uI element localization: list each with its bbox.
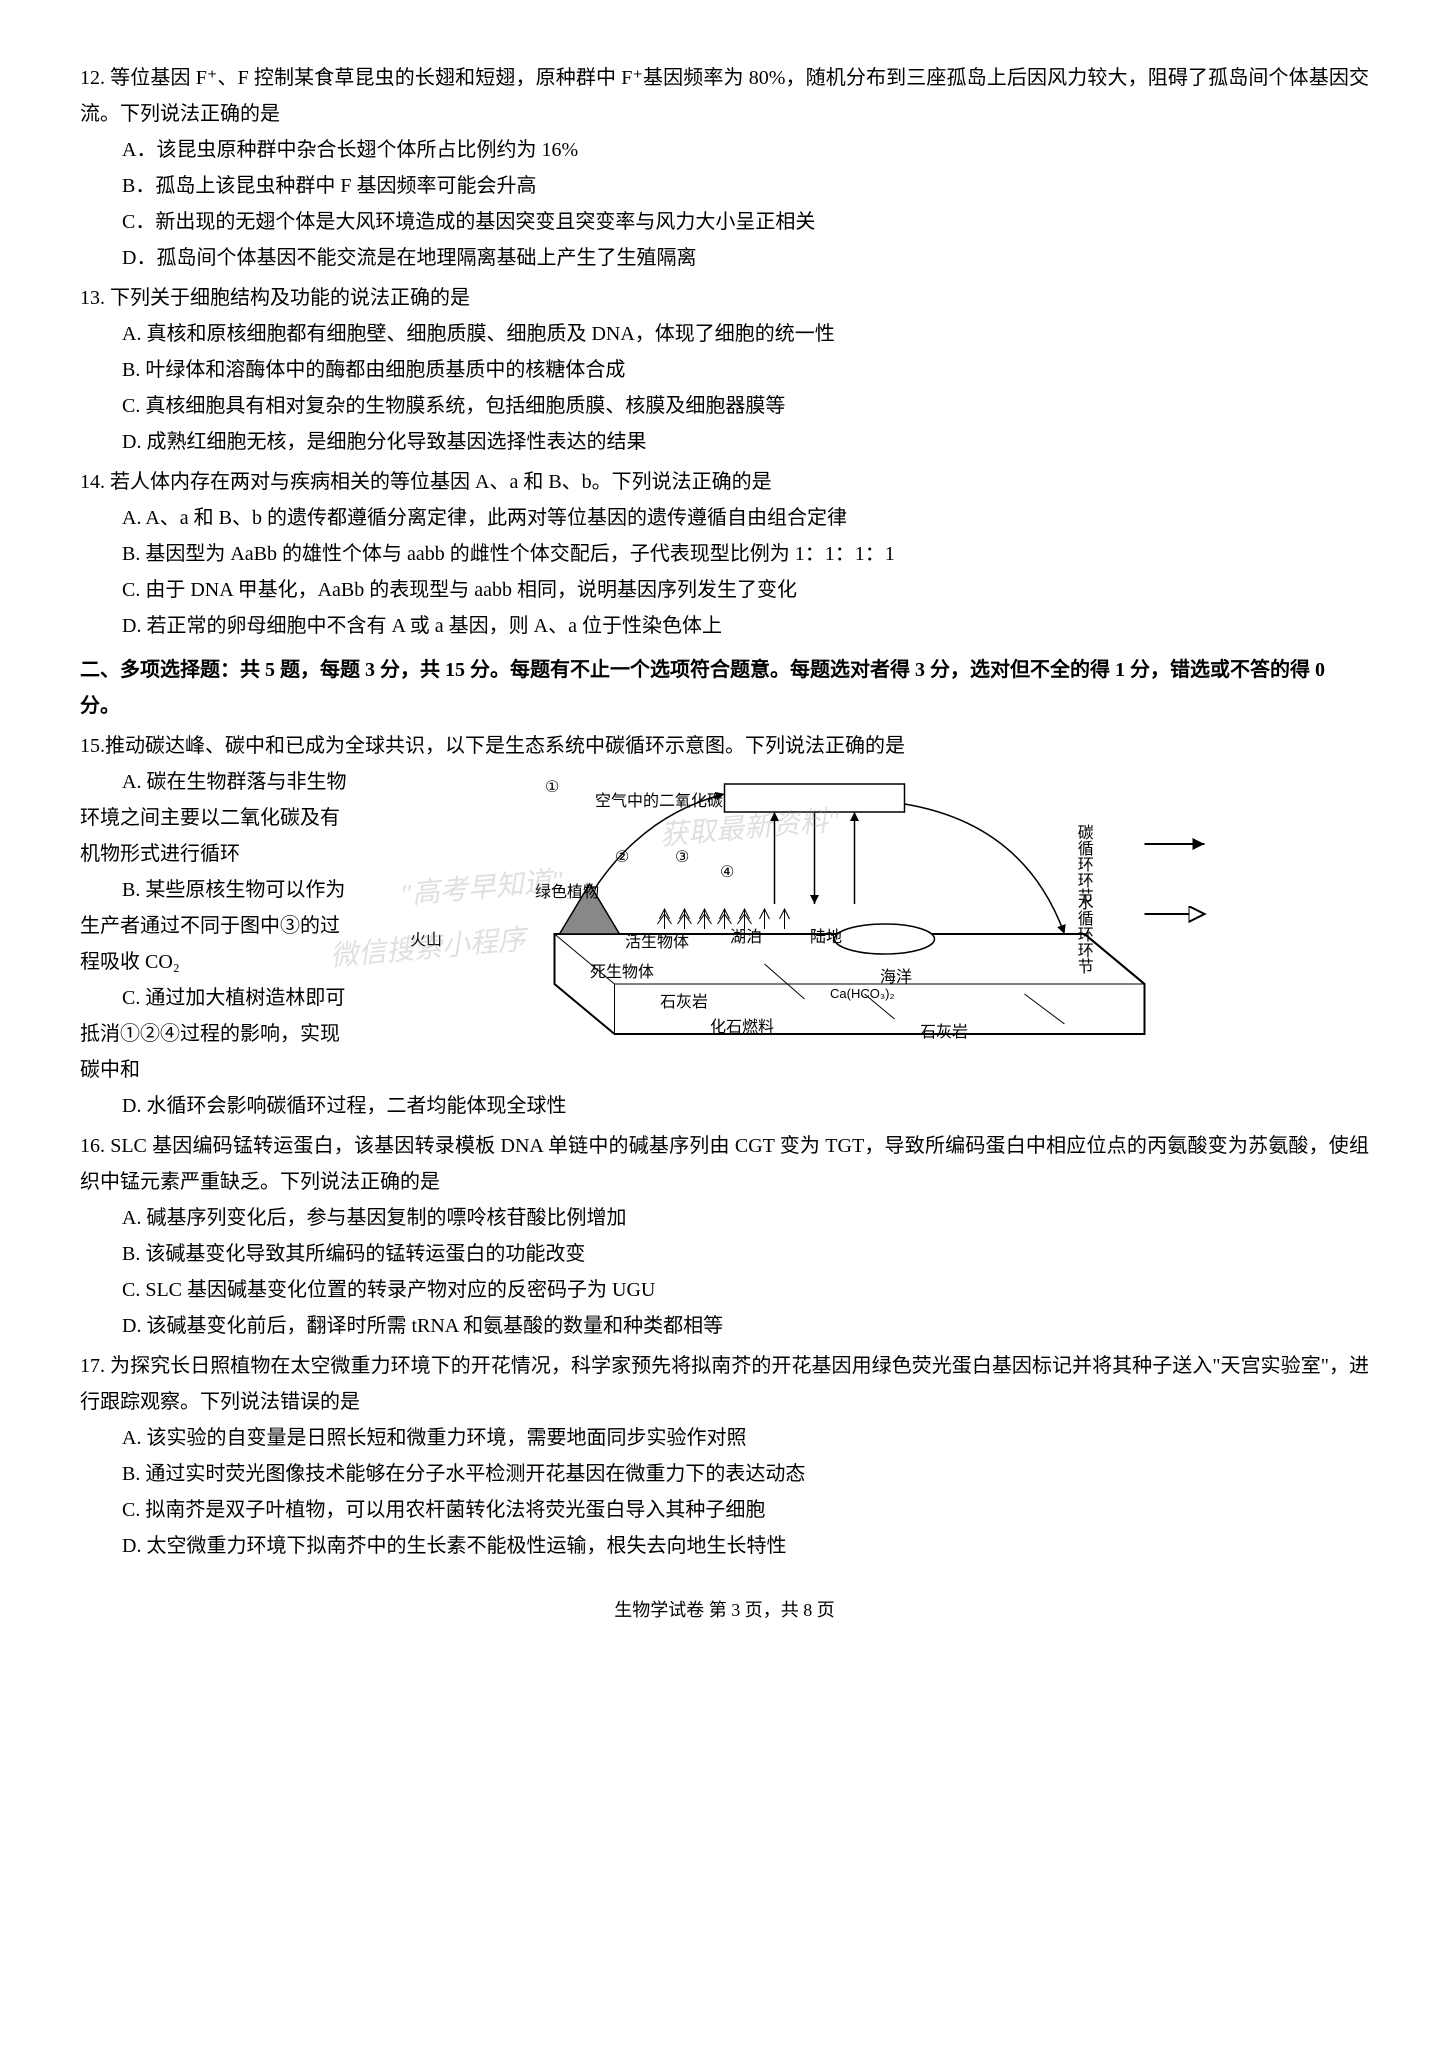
q12-option-c: C．新出现的无翅个体是大风环境造成的基因突变且突变率与风力大小呈正相关 — [80, 204, 1369, 240]
q15-option-b-line3: 程吸收 CO₂ — [80, 944, 360, 980]
q14-option-a: A. A、a 和 B、b 的遗传都遵循分离定律，此两对等位基因的遗传遵循自由组合… — [80, 500, 1369, 536]
q15-option-d: D. 水循环会影响碳循环过程，二者均能体现全球性 — [80, 1088, 1369, 1124]
q15-option-b-line1: B. 某些原核生物可以作为 — [80, 872, 360, 908]
q17-option-d: D. 太空微重力环境下拟南芥中的生长素不能极性运输，根失去向地生长特性 — [80, 1528, 1369, 1564]
q15-option-a-line3: 机物形式进行循环 — [80, 836, 360, 872]
diagram-label-fossil: 化石燃料 — [710, 1014, 774, 1043]
diagram-label-volcano: 火山 — [410, 927, 442, 956]
diagram-num3: ③ — [675, 844, 689, 873]
q14-stem: 14. 若人体内存在两对与疾病相关的等位基因 A、a 和 B、b。下列说法正确的… — [80, 464, 1369, 500]
page-footer: 生物学试卷 第 3 页，共 8 页 — [80, 1594, 1369, 1626]
q15-option-c-line1: C. 通过加大植树造林即可 — [80, 980, 360, 1016]
diagram-label-dead: 死生物体 — [590, 959, 654, 988]
diagram-label-limestone: 石灰岩 — [660, 989, 708, 1018]
q14-option-c: C. 由于 DNA 甲基化，AaBb 的表现型与 aabb 相同，说明基因序列发… — [80, 572, 1369, 608]
q14-option-b: B. 基因型为 AaBb 的雄性个体与 aabb 的雌性个体交配后，子代表现型比… — [80, 536, 1369, 572]
q15-option-b-line2: 生产者通过不同于图中③的过 — [80, 908, 360, 944]
diagram-label-co2: 空气中的二氧化碳 — [595, 788, 723, 817]
q13-stem: 13. 下列关于细胞结构及功能的说法正确的是 — [80, 280, 1369, 316]
q12-stem: 12. 等位基因 F⁺、F 控制某食草昆虫的长翅和短翅，原种群中 F⁺基因频率为… — [80, 60, 1369, 132]
diagram-label-water-cycle: 水循环环节 — [1068, 894, 1097, 974]
diagram-label-land: 陆地 — [810, 924, 842, 953]
q15-text-column: A. 碳在生物群落与非生物 环境之间主要以二氧化碳及有 机物形式进行循环 B. … — [80, 764, 360, 1088]
diagram-label-plant: 绿色植物 — [535, 879, 599, 908]
q12-option-d: D．孤岛间个体基因不能交流是在地理隔离基础上产生了生殖隔离 — [80, 240, 1369, 276]
q13-option-d: D. 成熟红细胞无核，是细胞分化导致基因选择性表达的结果 — [80, 424, 1369, 460]
question-13: 13. 下列关于细胞结构及功能的说法正确的是 A. 真核和原核细胞都有细胞壁、细… — [80, 280, 1369, 460]
question-15: 15.推动碳达峰、碳中和已成为全球共识，以下是生态系统中碳循环示意图。下列说法正… — [80, 728, 1369, 1124]
q14-option-d: D. 若正常的卵母细胞中不含有 A 或 a 基因，则 A、a 位于性染色体上 — [80, 608, 1369, 644]
diagram-label-cahco3: Ca(HCO₃)₂ — [830, 982, 895, 1005]
diagram-label-carbon-cycle: 碳循环环节 — [1068, 824, 1097, 904]
section-2-header: 二、多项选择题：共 5 题，每题 3 分，共 15 分。每题有不止一个选项符合题… — [80, 652, 1369, 724]
q12-option-b: B．孤岛上该昆虫种群中 F 基因频率可能会升高 — [80, 168, 1369, 204]
q15-option-a-line1: A. 碳在生物群落与非生物 — [80, 764, 360, 800]
diagram-num1: ① — [545, 774, 559, 803]
diagram-label-lake: 湖泊 — [730, 924, 762, 953]
diagram-num2: ② — [615, 844, 629, 873]
question-14: 14. 若人体内存在两对与疾病相关的等位基因 A、a 和 B、b。下列说法正确的… — [80, 464, 1369, 644]
question-16: 16. SLC 基因编码锰转运蛋白，该基因转录模板 DNA 单链中的碱基序列由 … — [80, 1128, 1369, 1344]
diagram-label-limestone2: 石灰岩 — [920, 1019, 968, 1048]
q15-diagram-column: 空气中的二氧化碳 绿色植物 活生物体 死生物体 湖泊 陆地 海洋 石灰岩 化石燃… — [360, 764, 1369, 1044]
q15-option-c-line3: 碳中和 — [80, 1052, 360, 1088]
q12-option-a: A．该昆虫原种群中杂合长翅个体所占比例约为 16% — [80, 132, 1369, 168]
diagram-label-living: 活生物体 — [625, 929, 689, 958]
q16-option-b: B. 该碱基变化导致其所编码的锰转运蛋白的功能改变 — [80, 1236, 1369, 1272]
diagram-num4: ④ — [720, 859, 734, 888]
q17-option-c: C. 拟南芥是双子叶植物，可以用农杆菌转化法将荧光蛋白导入其种子细胞 — [80, 1492, 1369, 1528]
q13-option-b: B. 叶绿体和溶酶体中的酶都由细胞质基质中的核糖体合成 — [80, 352, 1369, 388]
q16-option-a: A. 碱基序列变化后，参与基因复制的嘌呤核苷酸比例增加 — [80, 1200, 1369, 1236]
q16-option-d: D. 该碱基变化前后，翻译时所需 tRNA 和氨基酸的数量和种类都相等 — [80, 1308, 1369, 1344]
q13-option-a: A. 真核和原核细胞都有细胞壁、细胞质膜、细胞质及 DNA，体现了细胞的统一性 — [80, 316, 1369, 352]
question-17: 17. 为探究长日照植物在太空微重力环境下的开花情况，科学家预先将拟南芥的开花基… — [80, 1348, 1369, 1564]
q17-stem: 17. 为探究长日照植物在太空微重力环境下的开花情况，科学家预先将拟南芥的开花基… — [80, 1348, 1369, 1420]
question-12: 12. 等位基因 F⁺、F 控制某食草昆虫的长翅和短翅，原种群中 F⁺基因频率为… — [80, 60, 1369, 276]
q16-stem: 16. SLC 基因编码锰转运蛋白，该基因转录模板 DNA 单链中的碱基序列由 … — [80, 1128, 1369, 1200]
q16-option-c: C. SLC 基因碱基变化位置的转录产物对应的反密码子为 UGU — [80, 1272, 1369, 1308]
q17-option-b: B. 通过实时荧光图像技术能够在分子水平检测开花基因在微重力下的表达动态 — [80, 1456, 1369, 1492]
q15-option-a-line2: 环境之间主要以二氧化碳及有 — [80, 800, 360, 836]
q15-stem: 15.推动碳达峰、碳中和已成为全球共识，以下是生态系统中碳循环示意图。下列说法正… — [80, 728, 1369, 764]
carbon-cycle-diagram: 空气中的二氧化碳 绿色植物 活生物体 死生物体 湖泊 陆地 海洋 石灰岩 化石燃… — [380, 764, 1369, 1044]
q17-option-a: A. 该实验的自变量是日照长短和微重力环境，需要地面同步实验作对照 — [80, 1420, 1369, 1456]
q15-option-c-line2: 抵消①②④过程的影响，实现 — [80, 1016, 360, 1052]
q13-option-c: C. 真核细胞具有相对复杂的生物膜系统，包括细胞质膜、核膜及细胞器膜等 — [80, 388, 1369, 424]
